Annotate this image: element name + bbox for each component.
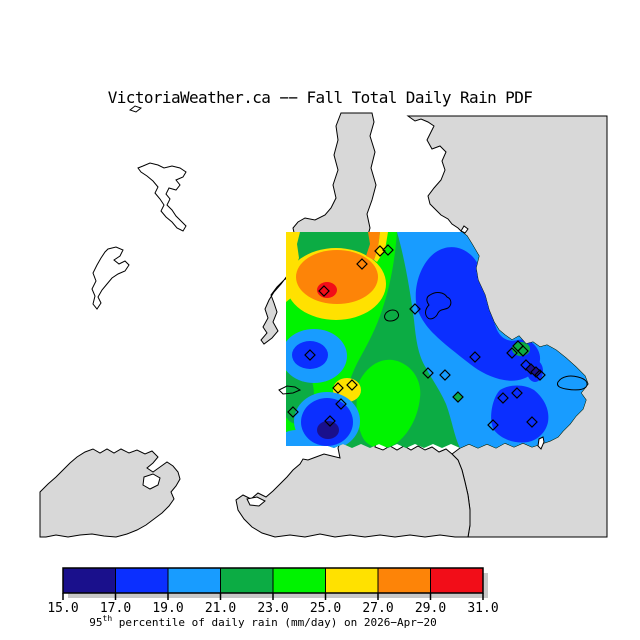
station-marker-diamond <box>409 303 421 315</box>
landmass-southwest <box>39 448 181 538</box>
lake-elk <box>425 292 452 320</box>
islet-coast-tip <box>460 225 469 234</box>
colorbar-cell <box>220 567 274 594</box>
station-marker-diamond <box>520 359 532 371</box>
colorbar-cell <box>115 567 169 594</box>
caption-superscript: th <box>103 614 113 623</box>
contour-navy-min <box>317 421 339 439</box>
lake-in-southwest-landmass <box>142 473 161 490</box>
colorbar-tick-label: 23.0 <box>257 601 288 616</box>
station-marker-diamond <box>487 419 499 431</box>
station-marker-layer <box>287 244 546 431</box>
colorbar-tick-labels: 15.0 17.0 19.0 21.0 23.0 25.0 27.0 29.0 31.0 <box>47 601 498 616</box>
caption-prefix: 95 <box>89 616 102 629</box>
station-marker-diamond <box>335 398 347 410</box>
colorbar-cell <box>430 567 484 594</box>
map-land-layer <box>39 112 608 538</box>
colorbar-cell <box>272 567 326 594</box>
station-marker-diamond <box>497 392 509 404</box>
colorbar-tick-label: 19.0 <box>152 601 183 616</box>
station-marker-diamond <box>324 415 336 427</box>
lake-sooke <box>91 246 130 310</box>
station-marker-diamond <box>382 244 394 256</box>
station-marker-diamond <box>287 406 299 418</box>
island-discovery <box>557 375 588 391</box>
colorbar: 15.0 17.0 19.0 21.0 23.0 25.0 27.0 29.0 31.0 <box>47 567 499 616</box>
landmass-finlayson-arm <box>260 261 298 345</box>
station-marker-diamond <box>356 258 368 270</box>
lake-shawnigan <box>137 162 187 232</box>
colorbar-tick-label: 25.0 <box>310 601 341 616</box>
station-marker-diamond <box>511 387 523 399</box>
colorbar-cell <box>167 567 221 594</box>
station-marker-diamond <box>534 369 546 381</box>
colorbar-tick-label: 17.0 <box>100 601 131 616</box>
lake-small <box>384 309 399 322</box>
station-marker-diamond <box>439 369 451 381</box>
islet-top-left <box>128 105 143 113</box>
station-marker-diamond <box>346 379 358 391</box>
station-marker-diamond <box>506 347 518 359</box>
colorbar-ticks <box>62 593 484 600</box>
map-outline-layer <box>91 105 545 450</box>
station-marker-diamond <box>517 345 529 357</box>
station-marker-diamond <box>526 416 538 428</box>
station-marker-diamond <box>304 349 316 361</box>
islet-lagoon <box>278 385 302 395</box>
station-marker-diamond <box>469 351 481 363</box>
station-marker-diamond <box>452 391 464 403</box>
contour-blue-cell-north <box>415 247 541 381</box>
colorbar-cell <box>377 567 431 594</box>
station-marker-diamond <box>318 285 330 297</box>
colorbar-cell <box>325 567 379 594</box>
colorbar-cells <box>62 567 484 594</box>
station-marker-diamond <box>332 382 344 394</box>
islet-trial <box>537 436 545 450</box>
colorbar-caption: 95th percentile of daily rain (mm/day) o… <box>89 614 436 629</box>
contour-blue-core-left <box>292 341 328 369</box>
contour-orange-cell <box>296 250 378 304</box>
colorbar-cell <box>62 567 116 594</box>
colorbar-tick-label: 29.0 <box>415 601 446 616</box>
lagoon-notch <box>246 496 266 507</box>
contour-bright-green-lobe <box>356 359 421 448</box>
contour-orange-strip <box>366 232 380 260</box>
figure-title: VictoriaWeather.ca −− Fall Total Daily R… <box>108 88 533 107</box>
colorbar-tick-label: 15.0 <box>47 601 78 616</box>
colorbar-tick-label: 27.0 <box>362 601 393 616</box>
colorbar-tick-label: 21.0 <box>205 601 236 616</box>
caption-rest: percentile of daily rain (mm/day) on 202… <box>112 616 437 629</box>
colorbar-tick-label: 31.0 <box>467 601 498 616</box>
station-marker-diamond <box>422 367 434 379</box>
